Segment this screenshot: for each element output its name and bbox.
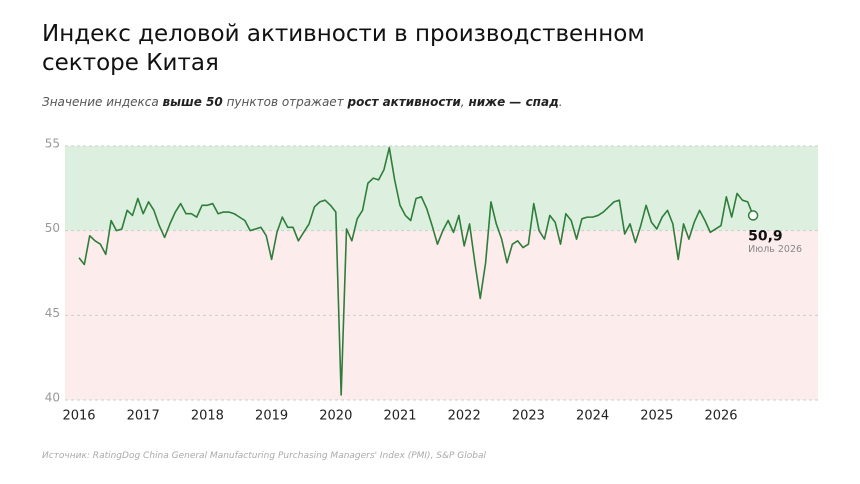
band (65, 146, 818, 231)
x-tick-label: 2018 (191, 409, 224, 424)
source-note: Источник: RatingDog China General Manufa… (42, 451, 487, 461)
chart: 40 45 50 55 2016 2017 2018 2019 2020 2021 2022 2023… (45, 137, 818, 424)
subtitle-part: , (460, 95, 469, 109)
x-tick-label: 2016 (62, 409, 95, 424)
subtitle-part: Значение индекса (42, 95, 163, 109)
x-tick-label: 2017 (127, 409, 160, 424)
subtitle-part: пунктов отражает (222, 95, 348, 109)
date-label: Июль 2026 (748, 244, 802, 255)
y-tick-label: 40 (45, 391, 60, 405)
subtitle-part: . (558, 95, 563, 109)
line (78, 146, 754, 396)
chart-subtitle: Значение индекса выше 50 пунктов отражае… (42, 95, 563, 109)
subtitle-part: выше 50 (162, 95, 223, 109)
subtitle-part: ниже — спад (468, 95, 559, 109)
x-tick-label: 2021 (383, 409, 416, 424)
band (65, 230, 818, 400)
x-tick-label: 2022 (448, 409, 481, 424)
x-tick-label: 2023 (512, 409, 545, 424)
subtitle-part: рост активности (347, 95, 461, 109)
x-tick-label: 2026 (704, 409, 737, 424)
x-tick-label: 2025 (640, 409, 673, 424)
value-label: 50,9 (748, 228, 783, 244)
y-tick-label: 45 (45, 306, 60, 320)
chart-title: Индекс деловой активности в производстве… (42, 21, 645, 76)
x-tick-label: 2019 (255, 409, 288, 424)
x-tick-label: 2024 (576, 409, 609, 424)
y-tick-label: 50 (45, 221, 60, 235)
y-tick-label: 55 (45, 137, 60, 151)
x-tick-label: 2020 (319, 409, 352, 424)
last-point (747, 210, 759, 221)
